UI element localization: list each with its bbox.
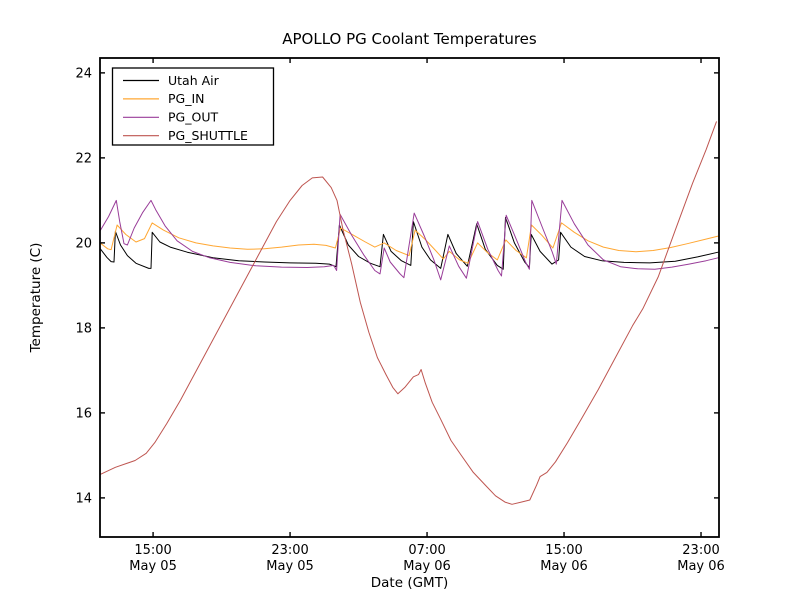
x-tick-date-label: May 06	[403, 559, 451, 574]
legend: Utah Air PG_IN PG_OUT PG_SHUTTLE	[111, 67, 275, 146]
series-line-pg-in	[100, 222, 719, 264]
series-group	[100, 121, 719, 505]
y-tick-label: 22	[75, 151, 92, 166]
axes-frame	[99, 57, 720, 538]
x-tick-time-label: 23:00	[682, 543, 719, 558]
y-tick-label: 24	[75, 66, 92, 81]
x-tick-time-label: 23:00	[271, 543, 308, 558]
x-tick-time-label: 15:00	[545, 543, 582, 558]
x-tick-date-label: May 06	[540, 559, 588, 574]
y-tick-label: 16	[75, 406, 92, 421]
legend-entry-label: Utah Air	[168, 73, 220, 88]
y-tick-label: 20	[75, 236, 92, 251]
series-line-pg-out	[100, 199, 719, 281]
x-tick-date-label: May 05	[266, 559, 314, 574]
x-tick-date-label: May 05	[129, 559, 177, 574]
x-tick-time-label: 07:00	[408, 543, 445, 558]
y-tick-label: 14	[75, 491, 92, 506]
y-tick-label: 18	[75, 321, 92, 336]
series-line-pg-shuttle	[100, 121, 717, 505]
legend-entry-label: PG_OUT	[168, 110, 218, 125]
x-axis-label: Date (GMT)	[371, 575, 448, 591]
legend-entry-label: PG_IN	[168, 91, 205, 106]
y-axis-label: Temperature (C)	[28, 243, 44, 354]
x-tick-date-label: May 06	[677, 559, 725, 574]
legend-entry-label: PG_SHUTTLE	[168, 128, 248, 143]
chart-title: APOLLO PG Coolant Temperatures	[282, 30, 537, 48]
x-tick-time-label: 15:00	[134, 543, 171, 558]
